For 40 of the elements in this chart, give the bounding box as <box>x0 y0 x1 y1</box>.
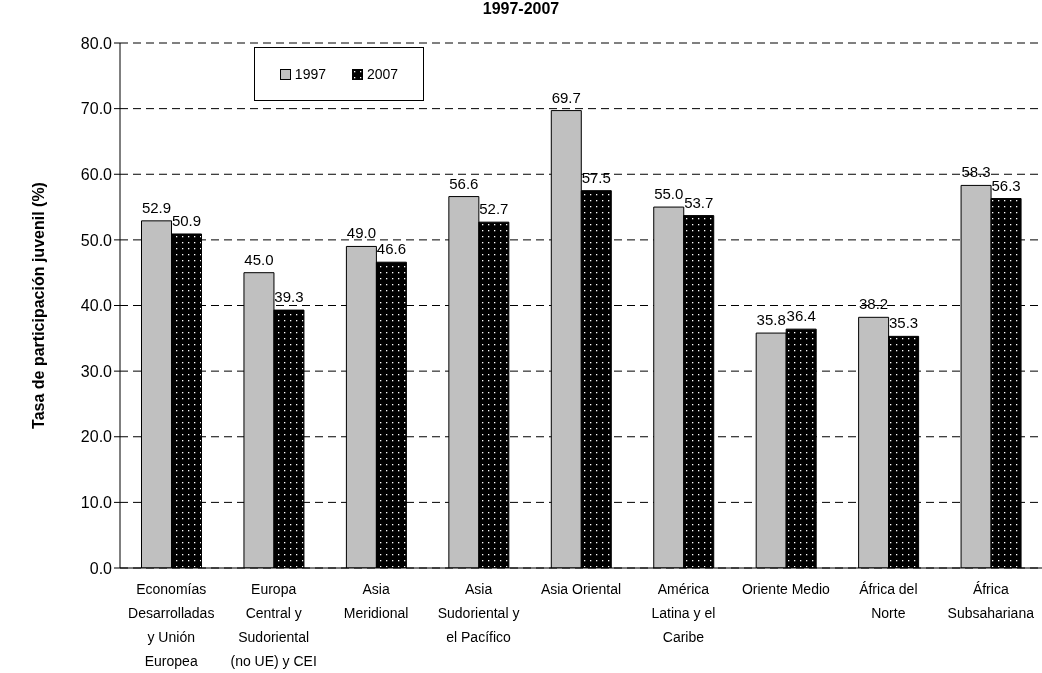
y-axis-title: Tasa de participación juvenil (%) <box>29 182 47 429</box>
data-label: 35.3 <box>889 314 919 332</box>
data-label: 57.5 <box>581 168 611 186</box>
data-label: 56.3 <box>991 176 1021 194</box>
data-label: 53.7 <box>684 193 714 211</box>
x-tick-label: Europa Central y Sudoriental (no UE) y CEI <box>230 581 317 669</box>
data-label: 50.9 <box>171 211 202 229</box>
data-label: 58.3 <box>961 163 991 181</box>
data-label: 52.9 <box>141 198 172 216</box>
data-label: 45.0 <box>244 250 274 268</box>
y-tick-label: 40.0 <box>80 297 113 315</box>
data-label: 39.3 <box>274 288 304 306</box>
legend-label: 1997 <box>294 66 326 82</box>
chart-title: 1997-2007 <box>481 0 561 18</box>
y-tick-label: 70.0 <box>80 100 113 118</box>
y-tick-label: 60.0 <box>80 165 113 183</box>
x-tick-label: África Subsahariana <box>947 581 1035 621</box>
data-label: 56.6 <box>449 174 479 192</box>
data-label: 46.6 <box>376 240 406 258</box>
data-label: 35.8 <box>756 311 786 329</box>
x-tick-label: Economías Desarrolladas y Unión Europea <box>128 581 215 669</box>
x-tick-label: Oriente Medio <box>741 581 831 597</box>
y-tick-label: 0.0 <box>89 559 113 577</box>
y-tick-label: 20.0 <box>80 428 113 446</box>
x-tick-label: Asia Meridional <box>343 581 409 621</box>
y-tick-label: 30.0 <box>80 362 113 380</box>
legend-label: 2007 <box>367 66 399 82</box>
x-tick-label: Asia Oriental <box>540 581 622 597</box>
x-tick-label: Asia Sudoriental y el Pacífico <box>437 581 520 645</box>
data-label: 55.0 <box>654 185 684 203</box>
data-label: 49.0 <box>346 224 376 242</box>
data-label: 38.2 <box>859 295 889 313</box>
data-label: 69.7 <box>551 88 581 106</box>
x-tick-label: América Latina y el Caribe <box>651 581 716 645</box>
data-label: 36.4 <box>786 307 816 325</box>
y-tick-label: 10.0 <box>80 494 113 512</box>
data-label: 52.7 <box>479 200 509 218</box>
y-tick-label: 50.0 <box>80 231 113 249</box>
y-tick-label: 80.0 <box>80 34 113 52</box>
x-tick-label: África del Norte <box>859 581 918 621</box>
